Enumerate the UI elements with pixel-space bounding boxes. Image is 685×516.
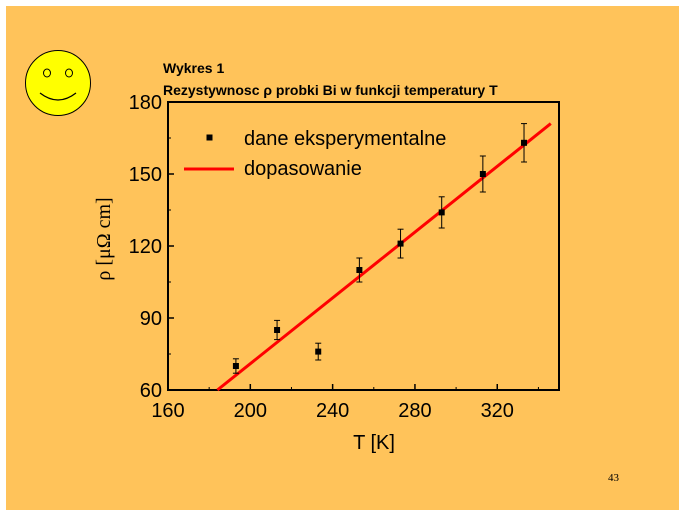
y-axis: 60 90 120 150 180 [129, 92, 174, 402]
x-axis: 160 200 240 280 320 [151, 384, 539, 422]
data-point [232, 363, 239, 369]
legend-label-fit: dopasowanie [244, 158, 362, 180]
y-tick-label: 120 [129, 236, 162, 258]
slide-background [6, 6, 679, 510]
data-point [274, 327, 281, 333]
x-tick-label: 200 [234, 400, 267, 422]
chart-caption-title: Wykres 1 [163, 60, 225, 76]
x-tick-label: 280 [398, 400, 431, 422]
data-point [438, 209, 445, 216]
y-tick-label: 90 [140, 308, 162, 330]
y-tick-label: 150 [129, 164, 162, 186]
y-tick-label: 180 [129, 92, 162, 114]
fit-line-layer [216, 122, 552, 392]
x-tick-label: 320 [481, 400, 514, 422]
data-points-layer [232, 123, 528, 374]
page-number: 43 [608, 472, 619, 484]
data-point [356, 267, 363, 273]
smiley-face-icon [25, 50, 91, 116]
fit-line [216, 122, 552, 392]
chart-caption-subtitle: Rezystywnosc ρ probki Bi w funkcji tempe… [163, 82, 498, 98]
x-axis-title: T [K] [353, 432, 395, 454]
y-axis-title: ρ [μΩ cm] [93, 197, 115, 280]
legend-label-data: dane eksperymentalne [244, 128, 446, 150]
data-point [479, 171, 486, 177]
legend-marker-data [206, 134, 213, 141]
y-tick-label: 60 [140, 380, 162, 402]
x-tick-label: 160 [151, 400, 184, 422]
data-point [315, 348, 322, 355]
data-point [521, 139, 528, 146]
x-tick-label: 240 [316, 400, 349, 422]
chart-legend: dane eksperymentalne dopasowanie [184, 128, 446, 180]
data-point [397, 240, 404, 247]
